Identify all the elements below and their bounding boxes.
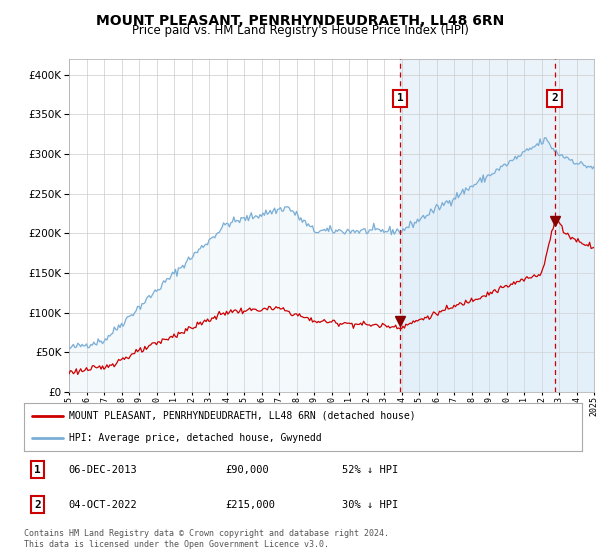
Text: 04-OCT-2022: 04-OCT-2022 [68, 500, 137, 510]
Bar [400, 59, 594, 392]
Text: 2: 2 [34, 500, 41, 510]
Text: Price paid vs. HM Land Registry's House Price Index (HPI): Price paid vs. HM Land Registry's House … [131, 24, 469, 37]
Text: £90,000: £90,000 [225, 465, 269, 475]
Text: £215,000: £215,000 [225, 500, 275, 510]
Text: 52% ↓ HPI: 52% ↓ HPI [342, 465, 398, 475]
Text: HPI: Average price, detached house, Gwynedd: HPI: Average price, detached house, Gwyn… [68, 433, 321, 444]
Text: 1: 1 [34, 465, 41, 475]
Text: MOUNT PLEASANT, PENRHYNDEUDRAETH, LL48 6RN: MOUNT PLEASANT, PENRHYNDEUDRAETH, LL48 6… [96, 14, 504, 28]
Text: 06-DEC-2013: 06-DEC-2013 [68, 465, 137, 475]
Text: Contains HM Land Registry data © Crown copyright and database right 2024.
This d: Contains HM Land Registry data © Crown c… [24, 529, 389, 549]
Text: 30% ↓ HPI: 30% ↓ HPI [342, 500, 398, 510]
Text: 1: 1 [397, 94, 403, 104]
Text: 2: 2 [551, 94, 558, 104]
Text: MOUNT PLEASANT, PENRHYNDEUDRAETH, LL48 6RN (detached house): MOUNT PLEASANT, PENRHYNDEUDRAETH, LL48 6… [68, 410, 415, 421]
